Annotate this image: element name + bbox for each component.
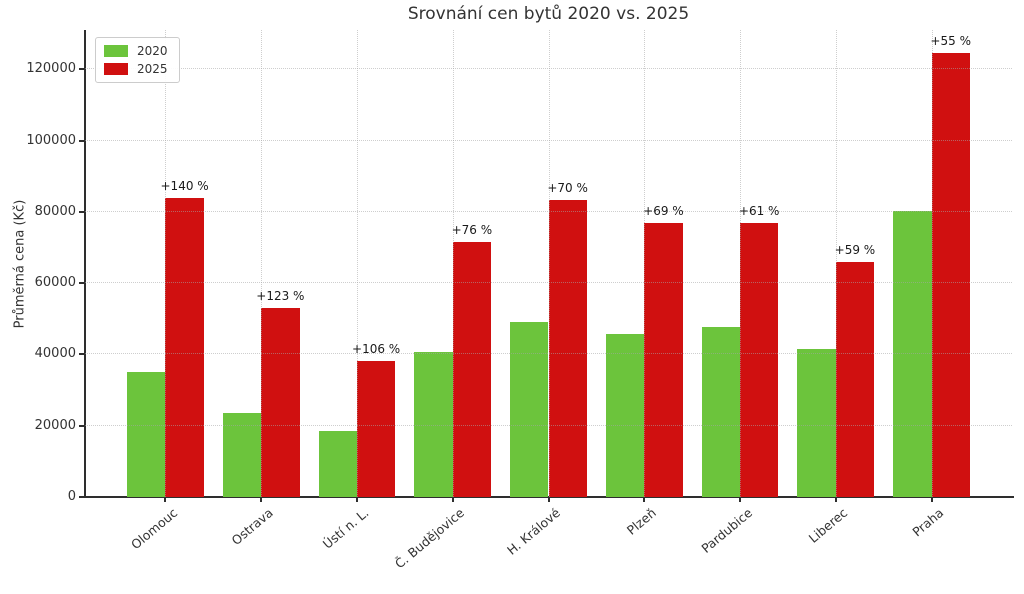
y-tick-mark bbox=[79, 210, 84, 213]
x-tick-label: Ústí n. L. bbox=[319, 505, 372, 552]
bar-2025 bbox=[740, 223, 779, 497]
x-tick-mark bbox=[164, 498, 167, 502]
bar-2020 bbox=[318, 431, 357, 497]
bar-2020 bbox=[605, 334, 645, 497]
pct-annotation: +70 % bbox=[547, 181, 588, 196]
y-tick-mark bbox=[79, 353, 84, 356]
x-tick-label: Ostrava bbox=[228, 505, 276, 549]
pct-annotation: +69 % bbox=[643, 203, 684, 218]
pct-annotation: +106 % bbox=[352, 342, 401, 357]
grid-line-x bbox=[740, 30, 742, 497]
y-tick-mark bbox=[79, 496, 84, 498]
bar-2020 bbox=[127, 372, 166, 497]
y-tick-label: 120000 bbox=[26, 61, 76, 77]
legend: 2020 2025 bbox=[95, 37, 180, 83]
x-tick-label: Plzeň bbox=[623, 505, 659, 538]
x-tick-mark bbox=[834, 498, 837, 502]
grid-line-x bbox=[931, 30, 933, 497]
bar-2025 bbox=[165, 197, 204, 497]
x-tick-mark bbox=[547, 498, 550, 502]
pct-annotation: +55 % bbox=[930, 34, 971, 49]
y-tick-label: 100000 bbox=[26, 132, 76, 148]
bar-2020 bbox=[701, 326, 741, 497]
bar-2020 bbox=[414, 351, 453, 497]
grid-line-x bbox=[261, 30, 263, 497]
legend-label-2020: 2020 bbox=[137, 44, 168, 58]
x-tick-mark bbox=[930, 498, 933, 502]
chart-title: Srovnání cen bytů 2020 vs. 2025 bbox=[407, 4, 690, 24]
pct-annotation: +61 % bbox=[738, 204, 780, 219]
bar-2025 bbox=[356, 361, 396, 497]
bar-2025 bbox=[931, 53, 970, 497]
y-tick-mark bbox=[79, 139, 84, 142]
x-tick-label: Praha bbox=[909, 505, 947, 540]
bar-2025 bbox=[835, 261, 875, 497]
legend-label-2025: 2025 bbox=[137, 62, 168, 76]
legend-swatch-2020 bbox=[104, 45, 128, 57]
legend-entry-2025: 2025 bbox=[104, 62, 168, 76]
y-tick-mark bbox=[79, 282, 84, 285]
x-tick-label: H. Králové bbox=[504, 505, 564, 558]
x-tick-mark bbox=[260, 498, 263, 502]
pct-annotation: +140 % bbox=[160, 178, 209, 193]
legend-swatch-2025 bbox=[104, 63, 128, 75]
bar-2020 bbox=[797, 349, 836, 497]
bar-2025 bbox=[644, 222, 683, 497]
y-tick-label: 60000 bbox=[34, 275, 76, 291]
y-tick-label: 80000 bbox=[34, 203, 76, 219]
bar-2025 bbox=[548, 200, 587, 497]
y-tick-mark bbox=[79, 68, 84, 71]
bar-2025 bbox=[452, 241, 492, 497]
y-tick-label: 40000 bbox=[34, 346, 76, 362]
grid-line-x bbox=[644, 30, 646, 497]
x-tick-label: Č. Budějovice bbox=[392, 505, 468, 572]
bar-2025 bbox=[261, 308, 300, 497]
pct-annotation: +59 % bbox=[834, 242, 876, 257]
y-tick-mark bbox=[79, 424, 84, 427]
x-tick-label: Olomouc bbox=[127, 505, 181, 553]
grid-line-x bbox=[356, 30, 358, 497]
grid-line-x bbox=[835, 30, 837, 497]
x-axis-spine bbox=[84, 496, 1014, 498]
y-axis-label: Průměrná cena (Kč) bbox=[12, 199, 28, 329]
x-tick-mark bbox=[739, 498, 742, 502]
grid-line-x bbox=[165, 30, 167, 497]
y-tick-label: 20000 bbox=[34, 417, 76, 433]
y-tick-label: 0 bbox=[67, 489, 76, 504]
pct-annotation: +76 % bbox=[451, 222, 493, 237]
x-tick-mark bbox=[451, 498, 454, 502]
bar-2020 bbox=[510, 322, 549, 497]
x-tick-label: Pardubice bbox=[698, 505, 755, 556]
x-tick-mark bbox=[643, 498, 646, 502]
grid-line-x bbox=[548, 30, 550, 497]
plot-area: 2020 2025 +140 % +123 % +106 % +76 % +70 % +6… bbox=[85, 30, 1012, 497]
x-tick-mark bbox=[355, 498, 358, 502]
x-tick-label: Liberec bbox=[805, 505, 851, 546]
legend-entry-2020: 2020 bbox=[104, 44, 168, 58]
grid-line-x bbox=[452, 30, 454, 497]
bar-2020 bbox=[222, 412, 262, 497]
pct-annotation: +123 % bbox=[256, 289, 305, 304]
y-axis-spine bbox=[84, 30, 86, 498]
